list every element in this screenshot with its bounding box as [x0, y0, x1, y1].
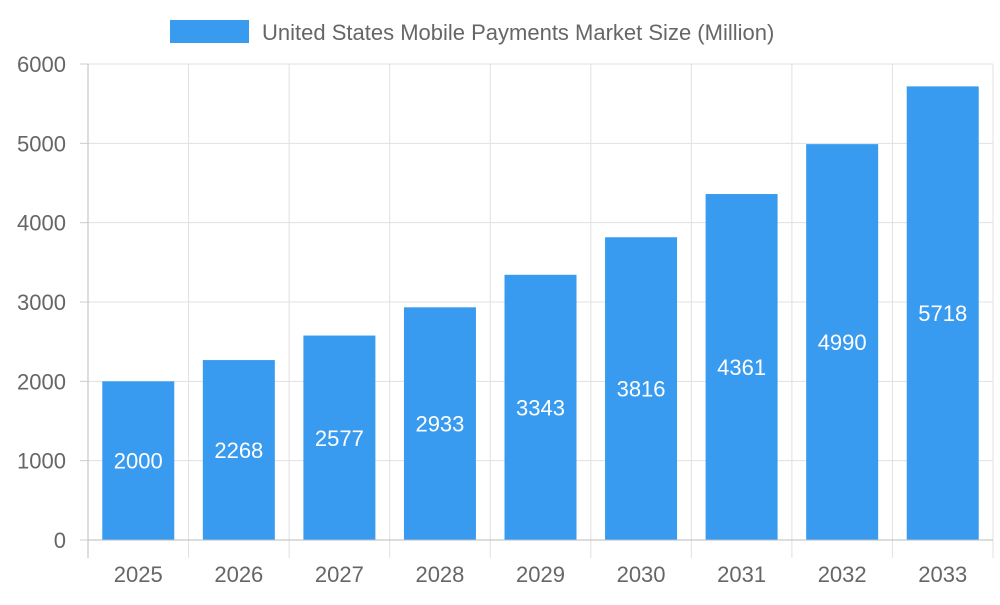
axes: 0 1000 2000 3000 4000 5000 6000 2025 2026 2027 202…	[17, 52, 993, 587]
bar-2029[interactable]	[504, 274, 577, 540]
grid	[87, 63, 994, 558]
data-label: 2000	[114, 449, 163, 474]
x-tick-label: 2030	[617, 562, 666, 587]
y-tick-label: 3000	[17, 290, 66, 315]
y-tick-label: 4000	[17, 211, 66, 236]
bar-2031[interactable]	[705, 194, 778, 540]
data-label: 2577	[315, 426, 364, 451]
x-tick-label: 2032	[818, 562, 867, 587]
legend-label[interactable]: United States Mobile Payments Market Siz…	[262, 20, 774, 45]
legend[interactable]: United States Mobile Payments Market Siz…	[170, 20, 774, 45]
x-tick-label: 2033	[918, 562, 967, 587]
y-tick-label: 0	[54, 528, 66, 553]
x-tick-label: 2026	[214, 562, 263, 587]
y-tick-label: 1000	[17, 449, 66, 474]
y-tick-label: 5000	[17, 131, 66, 156]
y-tick-label: 2000	[17, 369, 66, 394]
x-tick-label: 2028	[415, 562, 464, 587]
data-label: 5718	[918, 301, 967, 326]
bar-2027[interactable]	[303, 335, 376, 540]
bars: 2000 2268 2577 2933 3343 3816 4361 4990 5718	[102, 86, 979, 541]
x-tick-label: 2025	[114, 562, 163, 587]
bar-2030[interactable]	[605, 237, 678, 540]
x-tick-label: 2031	[717, 562, 766, 587]
legend-swatch[interactable]	[170, 20, 249, 43]
bar-2028[interactable]	[403, 307, 476, 540]
data-label: 2933	[415, 412, 464, 437]
data-label: 3816	[617, 377, 666, 402]
bar-2026[interactable]	[202, 360, 275, 540]
bar-2032[interactable]	[806, 144, 879, 541]
data-label: 3343	[516, 395, 565, 420]
data-label: 4361	[717, 355, 766, 380]
x-tick-label: 2029	[516, 562, 565, 587]
x-tick-label: 2027	[315, 562, 364, 587]
y-tick-label: 6000	[17, 52, 66, 77]
bar-2025[interactable]	[102, 381, 175, 540]
data-label: 2268	[214, 438, 263, 463]
bar-2033[interactable]	[906, 86, 979, 540]
data-label: 4990	[818, 330, 867, 355]
